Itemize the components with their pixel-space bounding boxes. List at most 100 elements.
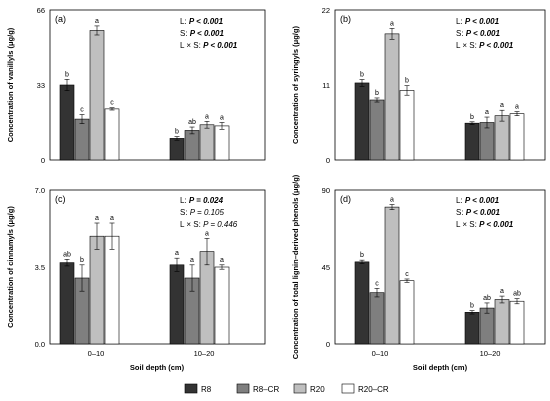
significance-letter: c — [80, 107, 84, 114]
bar — [169, 264, 185, 345]
stat-line: L × S: P = 0.446 — [180, 220, 238, 229]
significance-letter: ab — [63, 251, 71, 258]
y-tick-labels: 0 11 22 — [322, 6, 330, 165]
stat-line: L × S: P < 0.001 — [456, 41, 514, 50]
bar — [59, 84, 75, 161]
panel-c: (c) Concentration of cinnamyls (μg/g) 0.… — [6, 186, 266, 372]
x-tick-label: 0–10 — [88, 349, 105, 358]
stat-line: L: P < 0.001 — [456, 196, 500, 205]
significance-letter: c — [110, 100, 114, 107]
panel-label: (d) — [340, 194, 351, 204]
significance-letter: ab — [513, 291, 521, 298]
stat-line: S: P = 0.105 — [180, 208, 225, 217]
legend-swatch — [341, 383, 355, 394]
significance-letter: b — [360, 252, 364, 259]
legend-swatch — [236, 383, 250, 394]
bar — [464, 312, 480, 345]
significance-letter: a — [95, 215, 99, 222]
significance-letter: a — [390, 20, 394, 27]
y-tick-labels: 0.0 3.5 7.0 — [35, 186, 45, 349]
significance-letter: a — [515, 104, 519, 111]
plot-frame — [334, 9, 546, 161]
panel-label: (b) — [340, 14, 351, 24]
significance-letter: a — [175, 250, 179, 257]
bar — [169, 138, 185, 161]
significance-letter: b — [470, 303, 474, 310]
panel-b: (b) Concentration of syringyls (μg/g) 0 … — [291, 6, 546, 165]
bar — [384, 206, 400, 345]
y-tick-label: 33 — [37, 81, 45, 90]
y-axis-label: Concentration of cinnamyls (μg/g) — [6, 206, 15, 328]
bar — [464, 122, 480, 161]
x-tick-label: 0–10 — [372, 349, 389, 358]
significance-letter: ab — [188, 119, 196, 126]
y-tick-label: 90 — [322, 186, 330, 195]
plot-frame — [49, 9, 266, 161]
stat-line: L: P = 0.024 — [180, 196, 224, 205]
legend-label: R8 — [201, 385, 212, 394]
significance-letter: b — [375, 90, 379, 97]
bar — [494, 115, 510, 161]
legend-label: R20–CR — [358, 385, 389, 394]
bar — [199, 251, 215, 345]
significance-letter: a — [220, 257, 224, 264]
y-tick-label: 3.5 — [35, 263, 45, 272]
x-tick-label: 10–20 — [480, 349, 501, 358]
legend-label: R8–CR — [253, 385, 279, 394]
y-tick-label: 0.0 — [35, 340, 45, 349]
legend-item-r20: R20 — [293, 383, 325, 394]
bar — [399, 90, 415, 161]
stat-line: S: P < 0.001 — [456, 29, 501, 38]
significance-letter: a — [500, 288, 504, 295]
stat-line: S: P < 0.001 — [180, 29, 225, 38]
significance-letter: a — [390, 197, 394, 204]
significance-letter: a — [500, 102, 504, 109]
y-axis-label: Concentration of total lignin–derived ph… — [291, 174, 300, 359]
y-tick-label: 66 — [37, 6, 45, 15]
bar — [89, 30, 105, 161]
stat-line: S: P < 0.001 — [456, 208, 501, 217]
significance-letter: c — [375, 280, 379, 287]
bar — [384, 33, 400, 161]
significance-letter: a — [220, 115, 224, 122]
stat-line: L: P < 0.001 — [456, 17, 500, 26]
stat-line: L: P < 0.001 — [180, 17, 224, 26]
bar — [184, 130, 200, 161]
significance-letter: a — [205, 230, 209, 237]
y-tick-labels: 0 45 90 — [322, 186, 330, 349]
bar — [214, 125, 230, 161]
plot-frame — [334, 189, 546, 345]
plot-frame — [49, 189, 266, 345]
bar — [509, 300, 525, 345]
y-tick-label: 0 — [326, 156, 330, 165]
significance-letter: b — [470, 114, 474, 121]
significance-letter: b — [360, 72, 364, 79]
bar — [104, 235, 120, 345]
bar — [59, 262, 75, 345]
x-tick-label: 10–20 — [194, 349, 215, 358]
significance-letter: a — [95, 18, 99, 25]
stats-annotation: L: P < 0.001 S: P < 0.001 L × S: P < 0.0… — [456, 196, 514, 229]
bar-marks: b c a c b ab a ab — [354, 197, 525, 345]
legend-swatch — [184, 383, 198, 394]
bar — [354, 261, 370, 345]
bar — [509, 113, 525, 161]
bar — [494, 299, 510, 345]
bar — [354, 82, 370, 161]
y-axis-label: Concentration of vanillyls (μg/g) — [6, 27, 15, 142]
stat-line: L × S: P < 0.001 — [456, 220, 514, 229]
legend-item-r20-cr: R20–CR — [341, 383, 389, 394]
bar-marks: b c a c b ab a a — [59, 18, 230, 161]
bar — [399, 280, 415, 345]
stats-annotation: L: P < 0.001 S: P < 0.001 L × S: P < 0.0… — [180, 17, 238, 50]
significance-letter: b — [175, 129, 179, 136]
bar — [104, 108, 120, 161]
significance-letter: b — [405, 78, 409, 85]
stat-line: L × S: P < 0.001 — [180, 41, 238, 50]
significance-letter: a — [205, 113, 209, 120]
significance-letter: b — [80, 257, 84, 264]
significance-letter: ab — [483, 295, 491, 302]
y-axis-label: Concentration of syringyls (μg/g) — [291, 26, 300, 144]
significance-letter: a — [485, 109, 489, 116]
